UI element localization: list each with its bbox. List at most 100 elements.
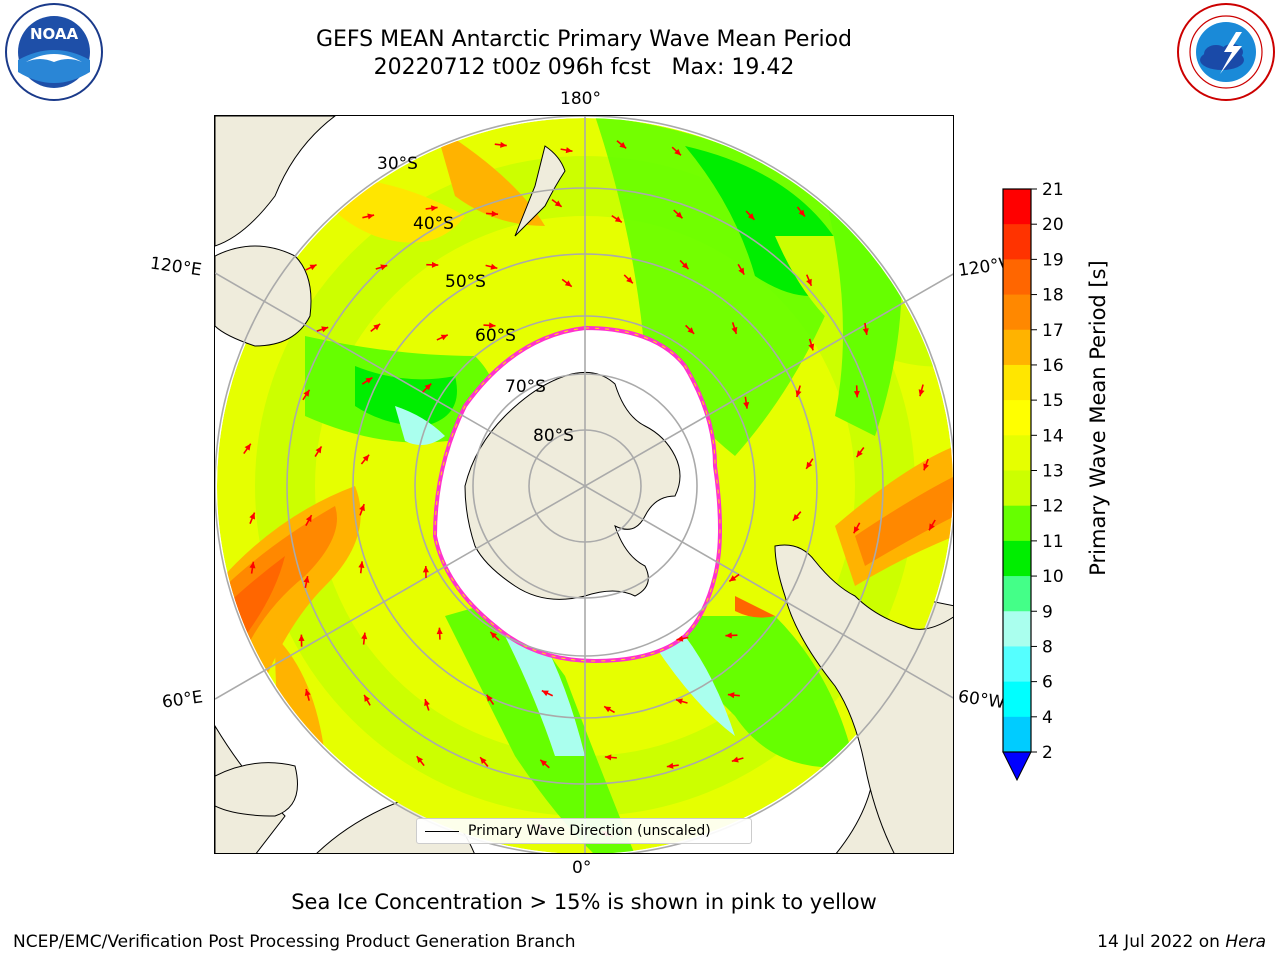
wave-arrow-head: [362, 454, 370, 462]
wave-arrow-head: [303, 389, 310, 397]
colorbar-tick-label: 2: [1042, 743, 1053, 763]
colorbar-swatch: [1003, 646, 1031, 683]
wave-arrow-head: [792, 513, 800, 521]
wave-arrow-head: [731, 326, 738, 334]
antarctica: [464, 371, 681, 600]
wave-arrow-head: [430, 205, 438, 212]
wave-arrow-head: [675, 211, 683, 219]
wave-arrow-head: [298, 634, 305, 642]
colorbar-tick-label: 21: [1042, 180, 1064, 200]
latitude-labels: 30°S 40°S 50°S 60°S 70°S 80°S: [377, 154, 574, 446]
colorbar-swatch: [1003, 470, 1031, 507]
wave-arrow-head: [619, 142, 627, 149]
colorbar-swatch: [1003, 681, 1031, 718]
wave-arrow-head: [480, 757, 487, 765]
colorbar-swatch: [1003, 294, 1031, 331]
wave-arrow-head: [727, 692, 735, 699]
wave-arrow-head: [431, 261, 439, 268]
colorbar-swatch: [1003, 540, 1031, 577]
wave-arrow-head: [373, 323, 381, 331]
wave-arrow-head: [358, 561, 365, 568]
lat-label-60s: 60°S: [475, 326, 516, 346]
wave-arrow-head: [564, 280, 572, 287]
wave-arrow-head: [540, 759, 548, 767]
colorbar-swatch: [1003, 576, 1031, 612]
wave-arrow-head: [424, 383, 432, 391]
lat-label-70s: 70°S: [505, 377, 546, 397]
wave-arrow-head: [490, 263, 498, 270]
wave-arrow-head: [486, 694, 493, 702]
colorbar-tick-label: 20: [1042, 215, 1064, 235]
colorbar-swatch: [1003, 259, 1031, 296]
wave-arrow-head: [604, 754, 612, 761]
wave-arrow-head: [422, 566, 429, 573]
colorbar-ticks: 21 20 19 18 17 16 15 14 13 12 11 10 9 8 6 4 2: [1031, 180, 1064, 763]
lat-label-50s: 50°S: [445, 272, 486, 292]
wave-arrow-head: [554, 200, 562, 207]
colorbar-swatch: [1003, 435, 1031, 471]
colorbar-tick-label: 10: [1042, 567, 1064, 587]
wave-arrow-head: [808, 343, 815, 351]
map-title: GEFS MEAN Antarctic Primary Wave Mean Pe…: [315, 27, 853, 52]
wave-arrow-head: [309, 264, 317, 271]
colorbar-tick-label: 16: [1042, 356, 1064, 376]
map-panel: 30°S 40°S 50°S 60°S 70°S 80°S: [214, 115, 954, 854]
wave-arrow-head: [440, 334, 448, 341]
colorbar-swatch: [1003, 716, 1031, 753]
wave-arrow-head: [743, 401, 750, 409]
footer-host: Hera: [1225, 932, 1266, 952]
lat-label-40s: 40°S: [413, 214, 454, 234]
wave-arrow-head: [424, 699, 430, 707]
colorbar-label: Primary Wave Mean Period [s]: [1086, 260, 1110, 576]
wave-arrow-head: [500, 141, 507, 148]
colorbar-tick-label: 8: [1042, 637, 1053, 657]
wave-arrow-head: [364, 694, 370, 702]
wave-arrow-head: [666, 762, 674, 769]
wave-arrow-head: [380, 264, 388, 271]
wave-arrow-head: [806, 461, 813, 469]
longitude-label-180: 180°: [560, 89, 601, 109]
wave-arrow-head: [731, 756, 739, 763]
colorbar-swatch: [1003, 400, 1031, 436]
colorbar: 21 20 19 18 17 16 15 14 13 12 11 10 9 8 6 4 2: [1002, 180, 1064, 782]
colorbar-tick-label: 4: [1042, 708, 1053, 728]
wave-arrow-head: [676, 635, 684, 642]
wave-arrow-head: [675, 698, 683, 705]
lat-label-80s: 80°S: [533, 426, 574, 446]
colorbar-tick-label: 19: [1042, 250, 1064, 270]
wave-arrow-head: [614, 216, 622, 223]
wave-arrow-head: [249, 512, 255, 520]
longitude-label-120e: 120°E: [148, 253, 203, 281]
wave-arrow-head: [856, 450, 863, 458]
colorbar-swatches: [1003, 189, 1031, 753]
map-subtitle: 20220712 t00z 096h fcst Max: 19.42: [373, 55, 795, 80]
wave-arrow-head: [359, 504, 365, 512]
wave-arrow-head: [416, 756, 424, 764]
wave-arrow-head: [853, 526, 860, 534]
wave-arrow-head: [923, 463, 929, 471]
lat-label-30s: 30°S: [377, 154, 418, 174]
wave-arrow-head: [361, 632, 368, 640]
wave-arrow-head: [725, 632, 732, 639]
wave-arrow-head: [303, 576, 310, 583]
colorbar-swatch: [1003, 364, 1031, 401]
sea-ice-note: Sea Ice Concentration > 15% is shown in …: [291, 890, 877, 914]
graticule: [215, 116, 953, 853]
wave-arrow-head: [565, 147, 573, 154]
colorbar-swatch: [1003, 189, 1031, 225]
noaa-logo: NOAA: [5, 3, 103, 101]
colorbar-tick-label: 6: [1042, 673, 1053, 693]
wave-arrow-head: [918, 389, 925, 397]
colorbar-tick-label: 17: [1042, 321, 1064, 341]
wave-arrow-head: [490, 631, 498, 639]
wave-arrow-head: [541, 690, 549, 697]
nws-logo: [1177, 3, 1275, 101]
longitude-label-60e: 60°E: [160, 687, 205, 713]
colorbar-tick-label: 13: [1042, 462, 1064, 482]
colorbar-tick-label: 12: [1042, 497, 1064, 517]
wave-arrow-head: [321, 326, 329, 333]
wave-arrow-head: [747, 213, 755, 220]
wave-arrow-head: [244, 443, 251, 451]
colorbar-tick-label: 14: [1042, 426, 1064, 446]
wave-arrow-head: [795, 390, 802, 398]
